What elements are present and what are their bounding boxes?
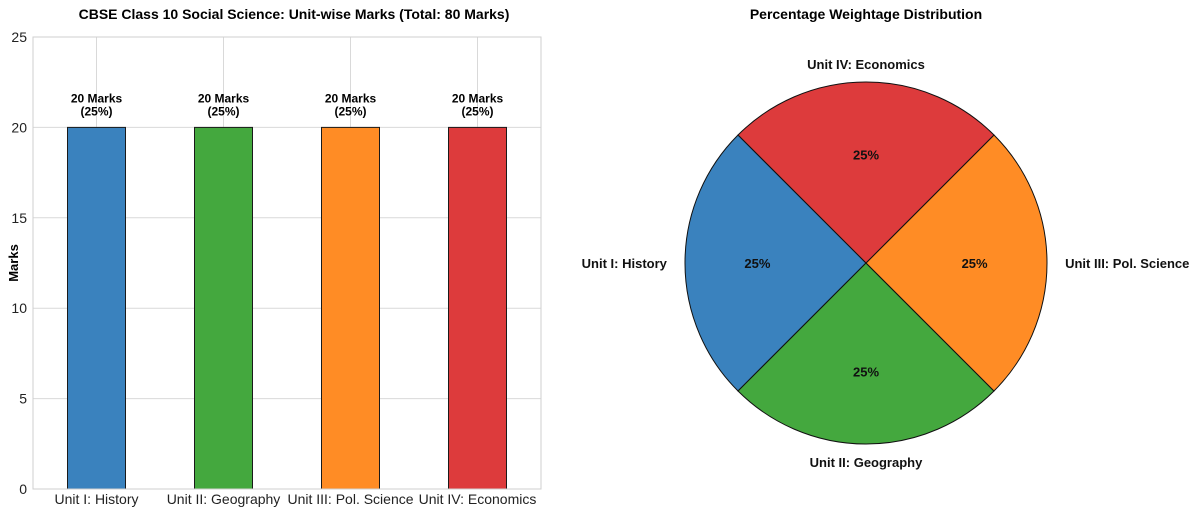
pie-slice-labels: Unit I: History Unit II: Geography Unit II… [582, 57, 1190, 470]
pie-percentage-label: 25% [744, 256, 770, 271]
bar-data-labels: 20 Marks(25%)20 Marks(25%)20 Marks(25%)2… [71, 91, 504, 118]
bar-data-label: (25%) [207, 104, 239, 118]
bar-data-label: (25%) [80, 104, 112, 118]
bar-chart: CBSE Class 10 Social Science: Unit-wise … [6, 6, 542, 507]
y-tick-label: 5 [19, 391, 27, 407]
pie-slice-label: Unit IV: Economics [807, 57, 925, 72]
bar-y-axis-label: Marks [6, 244, 21, 282]
pie-slice-4 [737, 81, 995, 264]
y-tick-label: 25 [11, 29, 27, 45]
pie-percentage-labels: 25% 25% 25% 25% [744, 147, 988, 379]
y-tick-label: 10 [11, 300, 27, 316]
bar-data-label: 20 Marks [452, 91, 504, 105]
x-tick-label: Unit I: History [54, 491, 138, 507]
x-tick-label: Unit II: Geography [167, 491, 281, 507]
pie-chart-title: Percentage Weightage Distribution [750, 6, 982, 22]
bar-x-tick-labels: Unit I: History Unit II: Geography Unit II… [54, 491, 536, 507]
pie-slice-label: Unit III: Pol. Science [1065, 256, 1189, 271]
bar-data-label: 20 Marks [198, 91, 250, 105]
pie-chart: Percentage Weightage Distribution Unit I… [582, 6, 1190, 470]
pie-percentage-label: 25% [962, 256, 988, 271]
y-tick-label: 0 [19, 481, 27, 497]
bar-3 [321, 126, 380, 490]
x-tick-label: Unit IV: Economics [419, 491, 537, 507]
pie-slice-1 [684, 134, 867, 392]
bar-plot-frame [32, 36, 542, 490]
bar-chart-title: CBSE Class 10 Social Science: Unit-wise … [79, 6, 510, 22]
pie-slice-2 [737, 262, 995, 445]
y-tick-label: 15 [11, 210, 27, 226]
bar-4 [448, 126, 507, 490]
bar-data-label: 20 Marks [325, 91, 377, 105]
bar-2 [194, 126, 253, 490]
pie-slice-label: Unit I: History [582, 256, 668, 271]
pie-slice-label: Unit II: Geography [810, 455, 923, 470]
bar-data-label: (25%) [461, 104, 493, 118]
pie-slices [684, 81, 1048, 445]
bar-data-label: (25%) [334, 104, 366, 118]
bar-1 [67, 126, 126, 490]
pie-percentage-label: 25% [853, 147, 879, 162]
x-tick-label: Unit III: Pol. Science [287, 491, 413, 507]
y-tick-label: 20 [11, 119, 27, 135]
pie-slice-3 [865, 134, 1048, 392]
pie-percentage-label: 25% [853, 365, 879, 380]
bar-y-tick-labels: 0 5 10 15 20 25 [11, 29, 27, 497]
bar-data-label: 20 Marks [71, 91, 123, 105]
